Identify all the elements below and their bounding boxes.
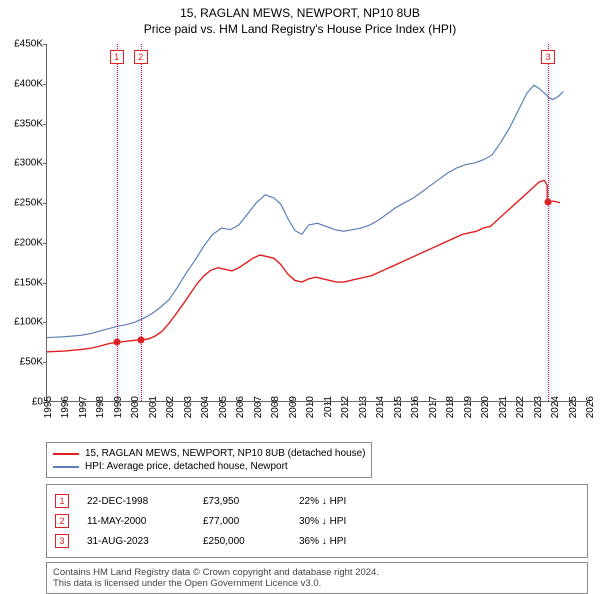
event-row-date: 31-AUG-2023 — [87, 536, 197, 547]
x-tick-label: 2017 — [428, 396, 439, 418]
event-row: 3 31-AUG-2023 £250,000 36% ↓ HPI — [55, 531, 579, 551]
x-tick-label: 1997 — [78, 396, 89, 418]
event-badge: 2 — [134, 50, 148, 64]
x-tick-label: 2013 — [358, 396, 369, 418]
chart-lines-svg — [47, 44, 588, 401]
event-row-delta: 22% ↓ HPI — [299, 496, 389, 507]
x-tick-label: 2006 — [235, 396, 246, 418]
y-tick-label: £450K — [1, 39, 43, 50]
event-row-delta: 36% ↓ HPI — [299, 536, 389, 547]
legend-swatch — [53, 466, 79, 468]
x-tick-label: 2004 — [200, 396, 211, 418]
x-tick-label: 2019 — [463, 396, 474, 418]
event-row-badge: 1 — [55, 494, 69, 508]
legend-swatch — [53, 453, 79, 455]
event-row-date: 22-DEC-1998 — [87, 496, 197, 507]
event-row-delta: 30% ↓ HPI — [299, 516, 389, 527]
x-tick-label: 1998 — [95, 396, 106, 418]
event-row: 2 11-MAY-2000 £77,000 30% ↓ HPI — [55, 511, 579, 531]
event-row-price: £250,000 — [203, 536, 293, 547]
y-tick-label: £400K — [1, 78, 43, 89]
y-tick-label: £250K — [1, 198, 43, 209]
events-table: 1 22-DEC-1998 £73,950 22% ↓ HPI 2 11-MAY-2000… — [46, 484, 588, 558]
x-tick-label: 1996 — [60, 396, 71, 418]
x-tick-label: 2015 — [393, 396, 404, 418]
x-tick-label: 2014 — [375, 396, 386, 418]
event-line — [548, 44, 549, 401]
event-row-price: £77,000 — [203, 516, 293, 527]
legend-label: HPI: Average price, detached house, Newp… — [85, 461, 288, 472]
event-badge: 1 — [110, 50, 124, 64]
event-line — [141, 44, 142, 401]
x-tick-label: 2008 — [270, 396, 281, 418]
y-tick-label: £350K — [1, 118, 43, 129]
x-tick-label: 2009 — [288, 396, 299, 418]
x-tick-label: 2020 — [480, 396, 491, 418]
y-tick-label: £150K — [1, 277, 43, 288]
x-tick-label: 2023 — [533, 396, 544, 418]
footer-line-1: Contains HM Land Registry data © Crown c… — [53, 567, 581, 578]
x-tick-label: 2024 — [550, 396, 561, 418]
event-row-badge: 3 — [55, 534, 69, 548]
x-tick-label: 2007 — [253, 396, 264, 418]
y-tick-label: £0 — [1, 397, 43, 408]
x-tick-label: 2025 — [568, 396, 579, 418]
y-tick-label: £200K — [1, 237, 43, 248]
y-tick-label: £300K — [1, 158, 43, 169]
x-tick-label: 1995 — [43, 396, 54, 418]
x-tick-label: 2026 — [585, 396, 596, 418]
series-property — [47, 180, 560, 351]
y-tick-label: £50K — [1, 357, 43, 368]
chart-container: 15, RAGLAN MEWS, NEWPORT, NP10 8UB Price… — [0, 0, 600, 590]
chart-plot-area: £0£50K£100K£150K£200K£250K£300K£350K£400… — [46, 44, 588, 402]
chart-title: 15, RAGLAN MEWS, NEWPORT, NP10 8UB — [0, 0, 600, 20]
x-tick-label: 2003 — [183, 396, 194, 418]
x-tick-label: 2012 — [340, 396, 351, 418]
x-tick-label: 2005 — [218, 396, 229, 418]
x-tick-label: 2001 — [148, 396, 159, 418]
legend-box: 15, RAGLAN MEWS, NEWPORT, NP10 8UB (deta… — [46, 442, 372, 478]
event-row: 1 22-DEC-1998 £73,950 22% ↓ HPI — [55, 491, 579, 511]
event-badge: 3 — [541, 50, 555, 64]
legend-label: 15, RAGLAN MEWS, NEWPORT, NP10 8UB (deta… — [85, 448, 365, 459]
event-row-date: 11-MAY-2000 — [87, 516, 197, 527]
x-tick-label: 2022 — [515, 396, 526, 418]
chart-subtitle: Price paid vs. HM Land Registry's House … — [0, 20, 600, 44]
footer-box: Contains HM Land Registry data © Crown c… — [46, 562, 588, 594]
event-dot — [113, 339, 120, 346]
x-tick-label: 2016 — [410, 396, 421, 418]
x-tick-label: 2018 — [445, 396, 456, 418]
legend-row: HPI: Average price, detached house, Newp… — [53, 460, 365, 473]
series-hpi — [47, 85, 564, 337]
event-line — [117, 44, 118, 401]
event-dot — [137, 336, 144, 343]
event-row-price: £73,950 — [203, 496, 293, 507]
x-tick-label: 2002 — [165, 396, 176, 418]
event-row-badge: 2 — [55, 514, 69, 528]
event-dot — [545, 199, 552, 206]
x-tick-label: 2021 — [498, 396, 509, 418]
y-tick-label: £100K — [1, 317, 43, 328]
x-tick-label: 2011 — [323, 396, 334, 418]
footer-line-2: This data is licensed under the Open Gov… — [53, 578, 581, 589]
legend-row: 15, RAGLAN MEWS, NEWPORT, NP10 8UB (deta… — [53, 447, 365, 460]
x-tick-label: 2010 — [305, 396, 316, 418]
